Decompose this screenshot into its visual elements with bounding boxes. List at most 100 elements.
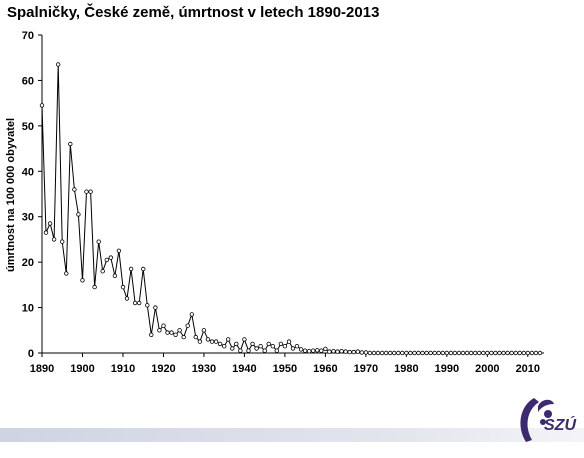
data-point <box>529 350 535 356</box>
data-point <box>47 221 53 226</box>
data-point <box>225 337 231 342</box>
data-point <box>448 350 454 356</box>
data-point <box>294 344 300 349</box>
data-point <box>112 273 118 278</box>
data-point <box>298 347 304 352</box>
data-point <box>452 350 458 356</box>
data-point <box>56 62 61 67</box>
x-tick-label: 1920 <box>151 363 175 375</box>
data-point <box>367 350 373 356</box>
data-point <box>60 239 65 244</box>
x-tick-label: 2010 <box>516 363 540 375</box>
data-point <box>80 278 85 283</box>
data-point <box>388 350 393 356</box>
data-point <box>444 350 449 356</box>
data-point <box>359 350 364 355</box>
data-point <box>266 341 271 347</box>
data-point <box>379 350 385 356</box>
data-point <box>238 348 243 353</box>
data-point <box>132 300 138 306</box>
data-point <box>432 350 437 356</box>
series-line <box>41 64 540 354</box>
data-point <box>420 350 425 356</box>
data-point <box>209 339 215 344</box>
data-point <box>124 296 130 301</box>
data-point <box>323 346 328 352</box>
data-point <box>197 339 203 344</box>
x-tick-label: 1990 <box>435 363 459 375</box>
data-point <box>72 187 77 192</box>
data-point <box>282 344 288 349</box>
data-point <box>153 305 158 310</box>
data-point <box>88 189 93 194</box>
data-point <box>84 189 89 194</box>
data-point <box>157 328 162 333</box>
data-point <box>343 349 348 354</box>
data-point <box>460 350 466 356</box>
data-point <box>537 350 543 356</box>
logo-text: SZÚ <box>544 417 576 434</box>
y-tick-label: 50 <box>22 121 34 133</box>
x-tick-label: 1950 <box>273 363 297 375</box>
data-point <box>521 350 526 356</box>
data-point <box>501 350 506 356</box>
y-tick-label: 40 <box>22 166 34 178</box>
data-point <box>436 350 441 356</box>
data-point <box>302 348 308 353</box>
data-point <box>217 341 223 347</box>
data-point <box>43 230 49 235</box>
data-point <box>149 332 154 337</box>
footer-band <box>0 428 584 442</box>
data-point <box>177 328 182 333</box>
data-point <box>230 346 235 351</box>
data-point <box>493 350 498 356</box>
data-point <box>51 237 57 242</box>
data-point <box>383 350 389 356</box>
data-point <box>278 341 284 347</box>
data-point <box>533 350 539 356</box>
chart-title: Spalničky, České země, úmrtnost v letech… <box>7 4 380 21</box>
data-point <box>221 344 227 349</box>
data-point <box>201 328 207 333</box>
data-point <box>505 350 510 356</box>
data-point <box>173 332 178 337</box>
data-point <box>161 323 166 328</box>
data-point <box>315 348 320 353</box>
data-point <box>513 350 518 356</box>
y-tick-label: 70 <box>22 30 34 42</box>
data-point <box>250 341 255 347</box>
data-point <box>39 103 45 108</box>
data-point <box>92 284 97 290</box>
data-point <box>76 212 81 217</box>
data-point <box>274 348 279 353</box>
data-point <box>205 337 211 342</box>
x-tick-label: 1980 <box>394 363 418 375</box>
x-tick-label: 1960 <box>313 363 337 375</box>
data-point <box>412 350 417 356</box>
y-tick-label: 30 <box>22 212 34 224</box>
logo-leaf <box>538 399 554 412</box>
data-point <box>392 350 397 356</box>
data-point <box>347 349 352 355</box>
data-point <box>371 350 377 356</box>
data-point <box>456 350 462 356</box>
x-tick-label: 1900 <box>70 363 94 375</box>
data-point <box>400 350 405 356</box>
data-point <box>477 350 482 356</box>
data-point <box>254 346 259 351</box>
data-point <box>169 330 174 335</box>
data-point <box>440 350 445 356</box>
data-point <box>136 300 142 306</box>
logo-dot <box>540 419 546 425</box>
data-point <box>145 303 150 308</box>
data-point <box>270 344 275 349</box>
data-point <box>234 341 239 347</box>
data-point <box>525 350 530 356</box>
data-point <box>258 344 263 349</box>
data-point <box>165 330 170 335</box>
data-point <box>396 350 401 356</box>
data-point <box>375 350 381 356</box>
data-point <box>424 350 429 356</box>
